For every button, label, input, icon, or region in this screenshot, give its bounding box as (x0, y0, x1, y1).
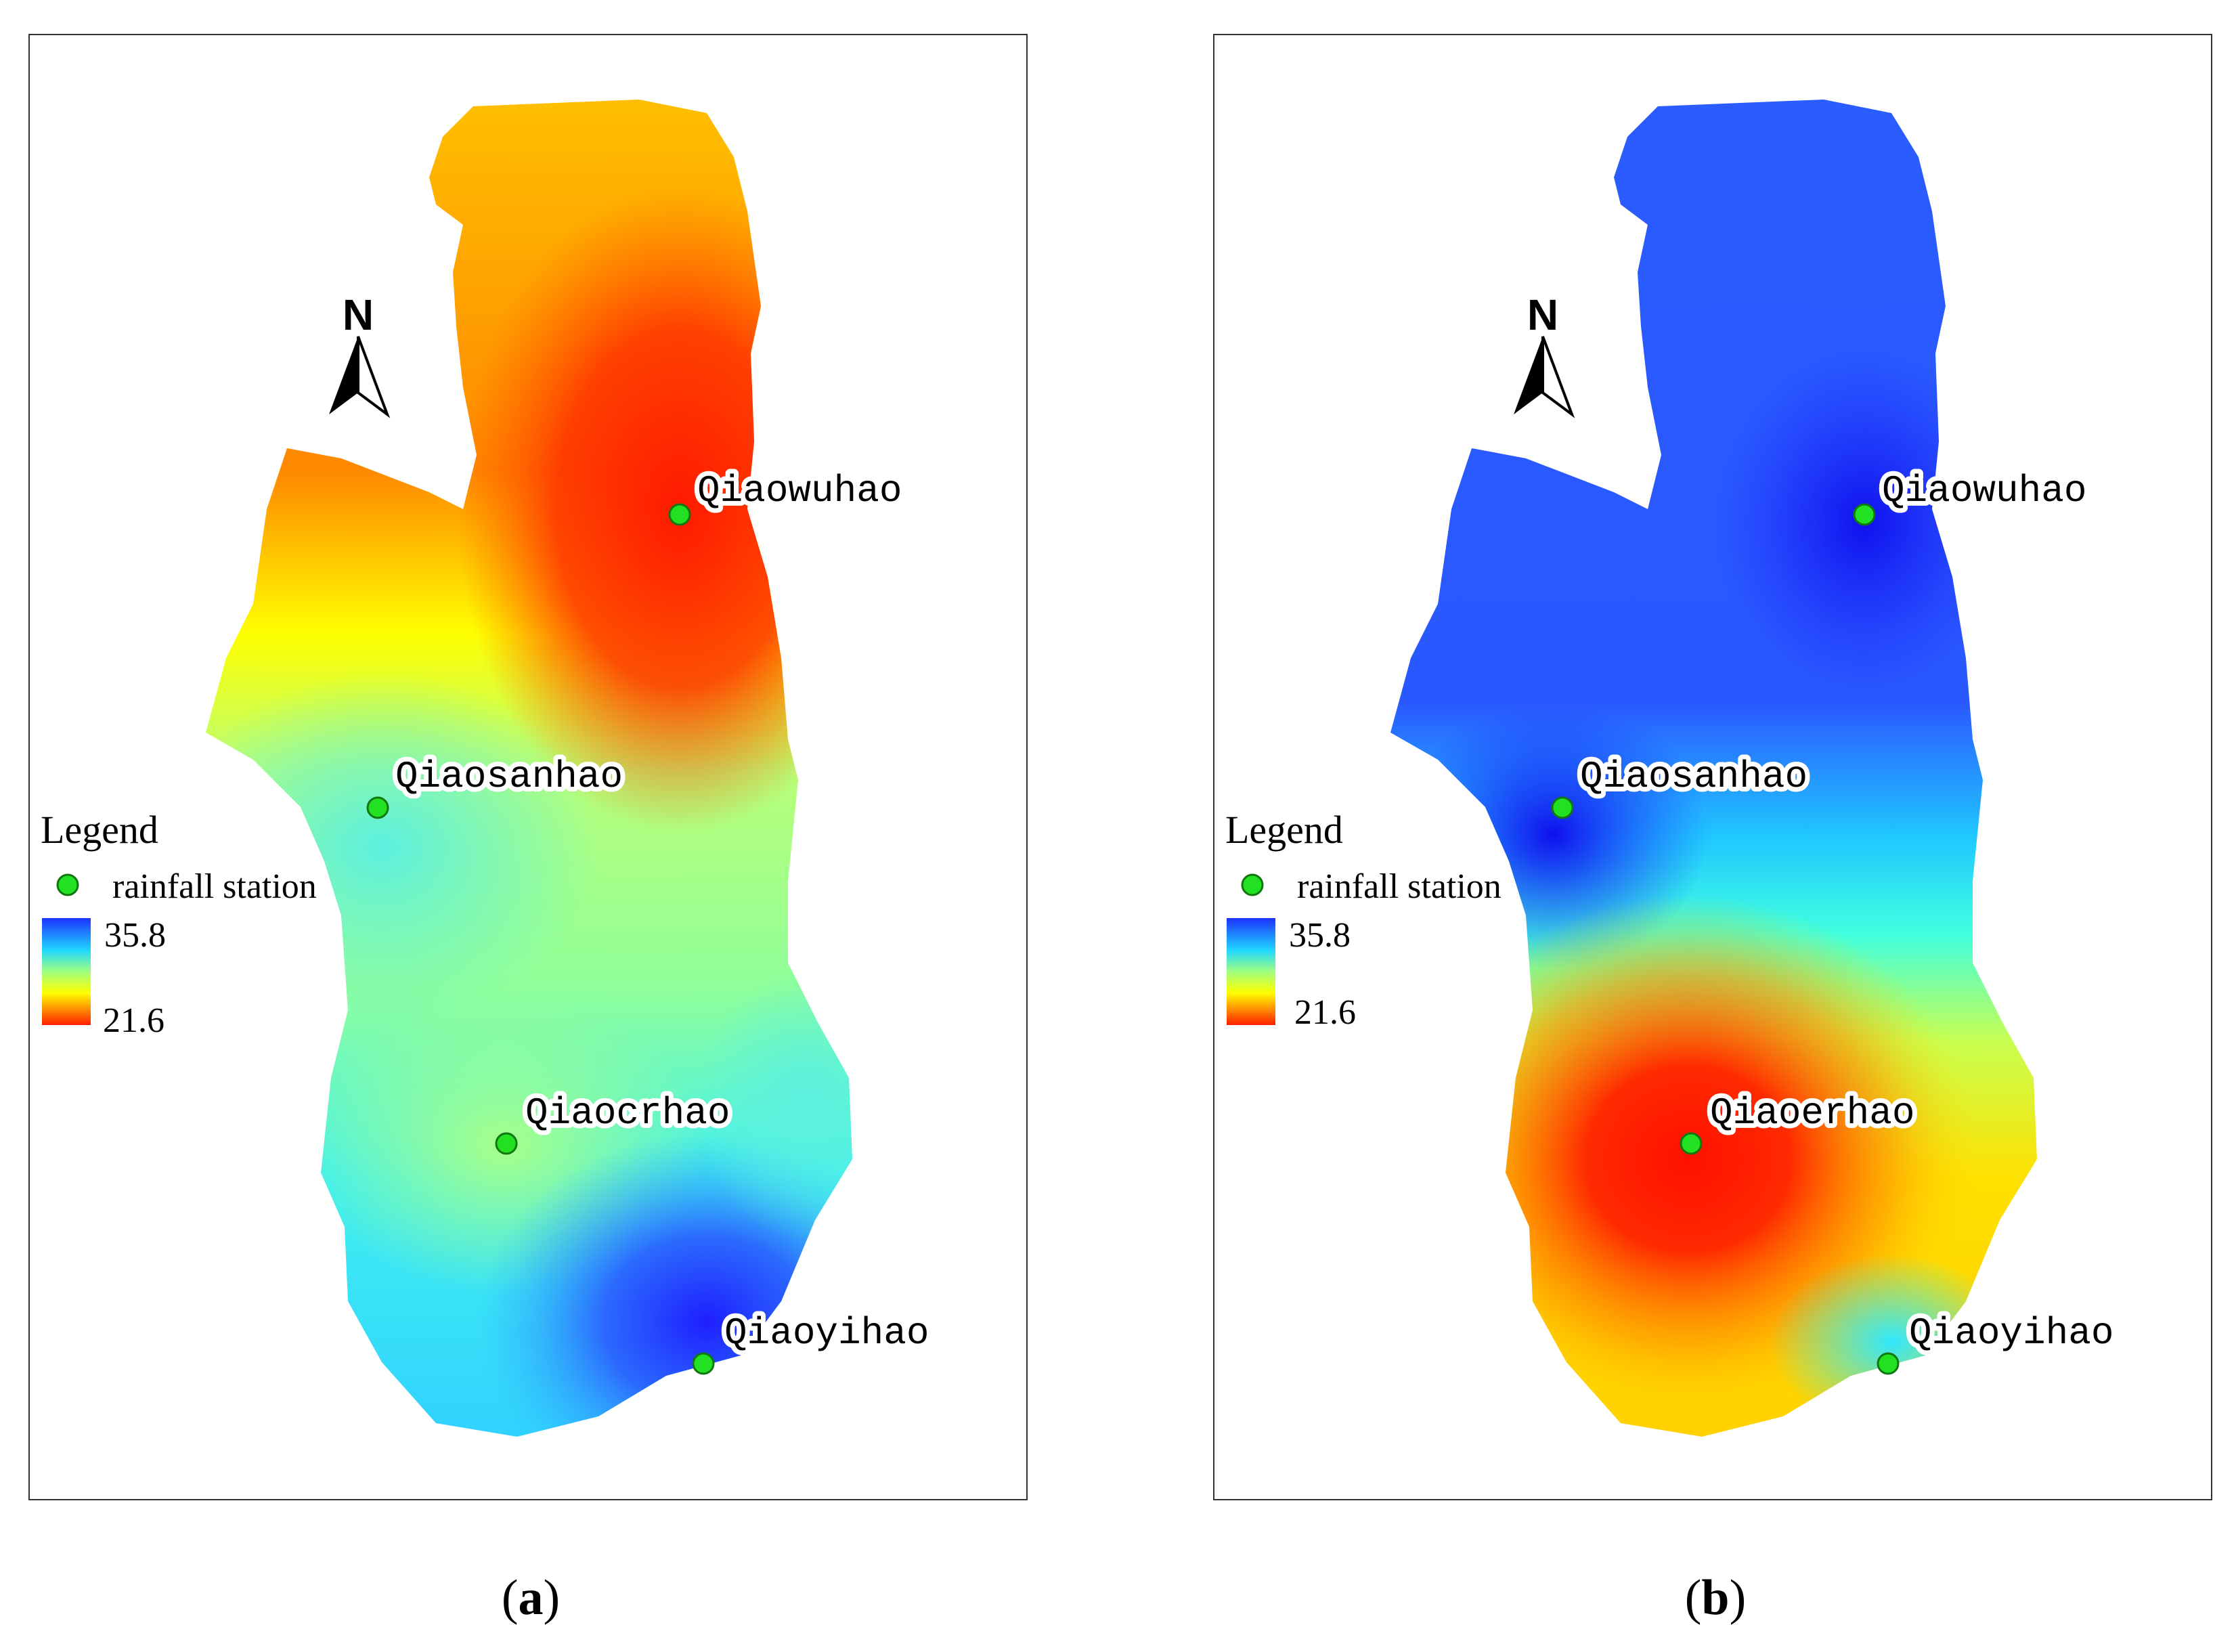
legend-title: Legend (1225, 808, 1343, 852)
legend-title: Legend (41, 808, 158, 852)
legend-a: Legend rainfall station 35.8 21.6 (41, 808, 317, 1040)
station-label-qiaosanhao: Qiaosanhao (395, 755, 623, 798)
legend-max-value: 35.8 (104, 916, 166, 955)
station-label-qiaocrhao: Qiaocrhao (525, 1091, 730, 1135)
legend-color-ramp (42, 918, 91, 1025)
caption-letter-a: a (518, 1570, 544, 1626)
station-dot-qiaowuhao (668, 503, 691, 526)
rainfall-map-a: N Qiaowuhao Qiaosanhao Qiaocrhao Qiaoyih… (41, 100, 934, 1437)
station-label-qiaoerhao: Qiaoerhao (1710, 1091, 1914, 1135)
station-dot-qiaoyihao (1877, 1352, 1900, 1375)
station-markers-a (366, 503, 715, 1375)
caption-b: (b) (1684, 1570, 1747, 1626)
station-labels-b: Qiaowuhao Qiaosanhao Qiaoerhao Qiaoyihao (1575, 464, 2118, 1360)
station-label-qiaowuhao: Qiaowuhao (1882, 469, 2086, 513)
station-markers-b (1551, 503, 1900, 1375)
svg-text:N: N (343, 290, 374, 339)
legend-min-value: 21.6 (103, 1001, 165, 1040)
station-label-qiaosanhao: Qiaosanhao (1580, 755, 1807, 798)
caption-a: (a) (501, 1570, 561, 1626)
station-dot-qiaosanhao (366, 796, 389, 819)
map-panel-a: N Qiaowuhao Qiaosanhao Qiaocrhao Qiaoyih… (28, 34, 1028, 1500)
station-label-qiaoyihao: Qiaoyihao (1909, 1311, 2113, 1355)
station-dot-qiaowuhao (1853, 503, 1876, 526)
svg-text:N: N (1527, 290, 1558, 339)
legend-station-icon (1241, 873, 1264, 896)
station-label-qiaowuhao: Qiaowuhao (697, 469, 902, 513)
station-label-qiaoyihao: Qiaoyihao (724, 1311, 929, 1355)
legend-min-value: 21.6 (1294, 993, 1356, 1032)
legend-station-label: rainfall station (1297, 867, 1501, 906)
map-panel-b: N Qiaowuhao Qiaosanhao Qiaoerhao Qiaoyih… (1213, 34, 2212, 1500)
legend-station-label: rainfall station (112, 867, 317, 906)
station-dot-qiaosanhao (1551, 796, 1574, 819)
caption-letter-b: b (1701, 1570, 1730, 1626)
legend-max-value: 35.8 (1289, 916, 1351, 955)
north-arrow-b: N (1514, 290, 1575, 418)
rainfall-map-b: N Qiaowuhao Qiaosanhao Qiaoerhao Qiaoyih… (1225, 100, 2118, 1437)
legend-color-ramp (1227, 918, 1275, 1025)
station-labels-a: Qiaowuhao Qiaosanhao Qiaocrhao Qiaoyihao (391, 464, 934, 1360)
station-dot-qiaocrhao (495, 1132, 518, 1155)
station-dot-qiaoerhao (1680, 1132, 1703, 1155)
station-dot-qiaoyihao (692, 1352, 715, 1375)
north-arrow-a: N (329, 290, 391, 418)
legend-station-icon (56, 873, 79, 896)
legend-b: Legend rainfall station 35.8 21.6 (1225, 808, 1501, 1032)
